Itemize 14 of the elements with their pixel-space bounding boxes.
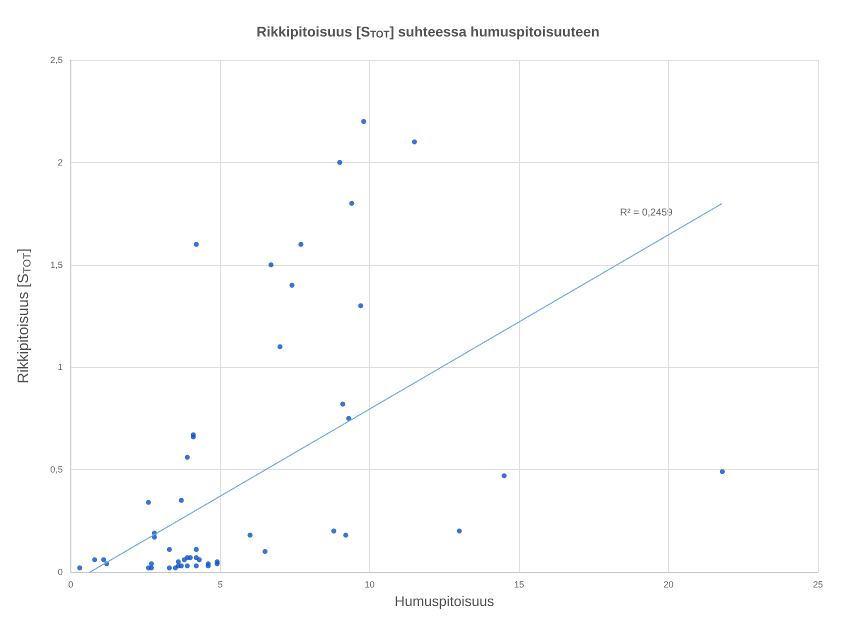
y-axis-title: Rikkipitoisuus [STOT] xyxy=(15,248,34,384)
x-tick-label: 15 xyxy=(514,580,524,590)
x-tick-label: 0 xyxy=(68,580,74,590)
y-tick-label: 0,5 xyxy=(50,464,63,475)
x-axis-title: Humuspitoisuus xyxy=(394,593,494,609)
x-tick-label: 25 xyxy=(812,580,824,590)
y-tick-label: 2,5 xyxy=(50,55,63,65)
y-tick-label: 2 xyxy=(58,157,63,168)
x-tick-label: 20 xyxy=(664,580,674,590)
y-tick-label: 0 xyxy=(58,567,63,577)
y-tick-label: 1,5 xyxy=(50,260,63,270)
x-tick-label: 5 xyxy=(218,580,223,590)
x-tick-label: 10 xyxy=(364,580,375,590)
y-tick-label: 1 xyxy=(58,362,63,372)
